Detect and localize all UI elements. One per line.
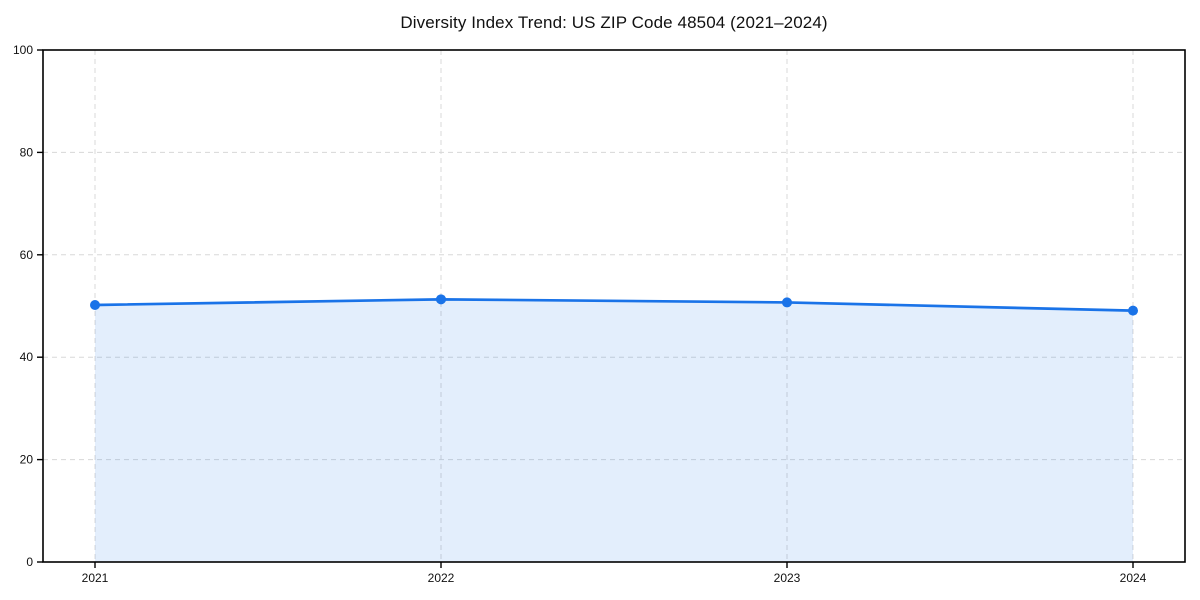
y-tick-label: 0 bbox=[26, 555, 33, 569]
y-tick-label: 40 bbox=[20, 350, 34, 364]
data-point bbox=[1128, 305, 1138, 316]
area-fill bbox=[95, 299, 1133, 562]
data-point bbox=[782, 297, 792, 308]
x-tick-label: 2024 bbox=[1120, 571, 1147, 585]
axis-frame bbox=[42, 49, 1186, 563]
data-point bbox=[90, 299, 100, 310]
data-point bbox=[436, 294, 446, 305]
x-tick-label: 2023 bbox=[774, 571, 801, 585]
y-tick-label: 20 bbox=[20, 453, 34, 467]
y-tick-label: 80 bbox=[20, 145, 34, 159]
y-tick-label: 100 bbox=[13, 43, 33, 57]
y-tick-label: 60 bbox=[20, 248, 34, 262]
chart-title: Diversity Index Trend: US ZIP Code 48504… bbox=[400, 13, 828, 32]
x-tick-label: 2021 bbox=[82, 571, 109, 585]
x-tick-label: 2022 bbox=[428, 571, 455, 585]
trend-line bbox=[93, 297, 1135, 312]
